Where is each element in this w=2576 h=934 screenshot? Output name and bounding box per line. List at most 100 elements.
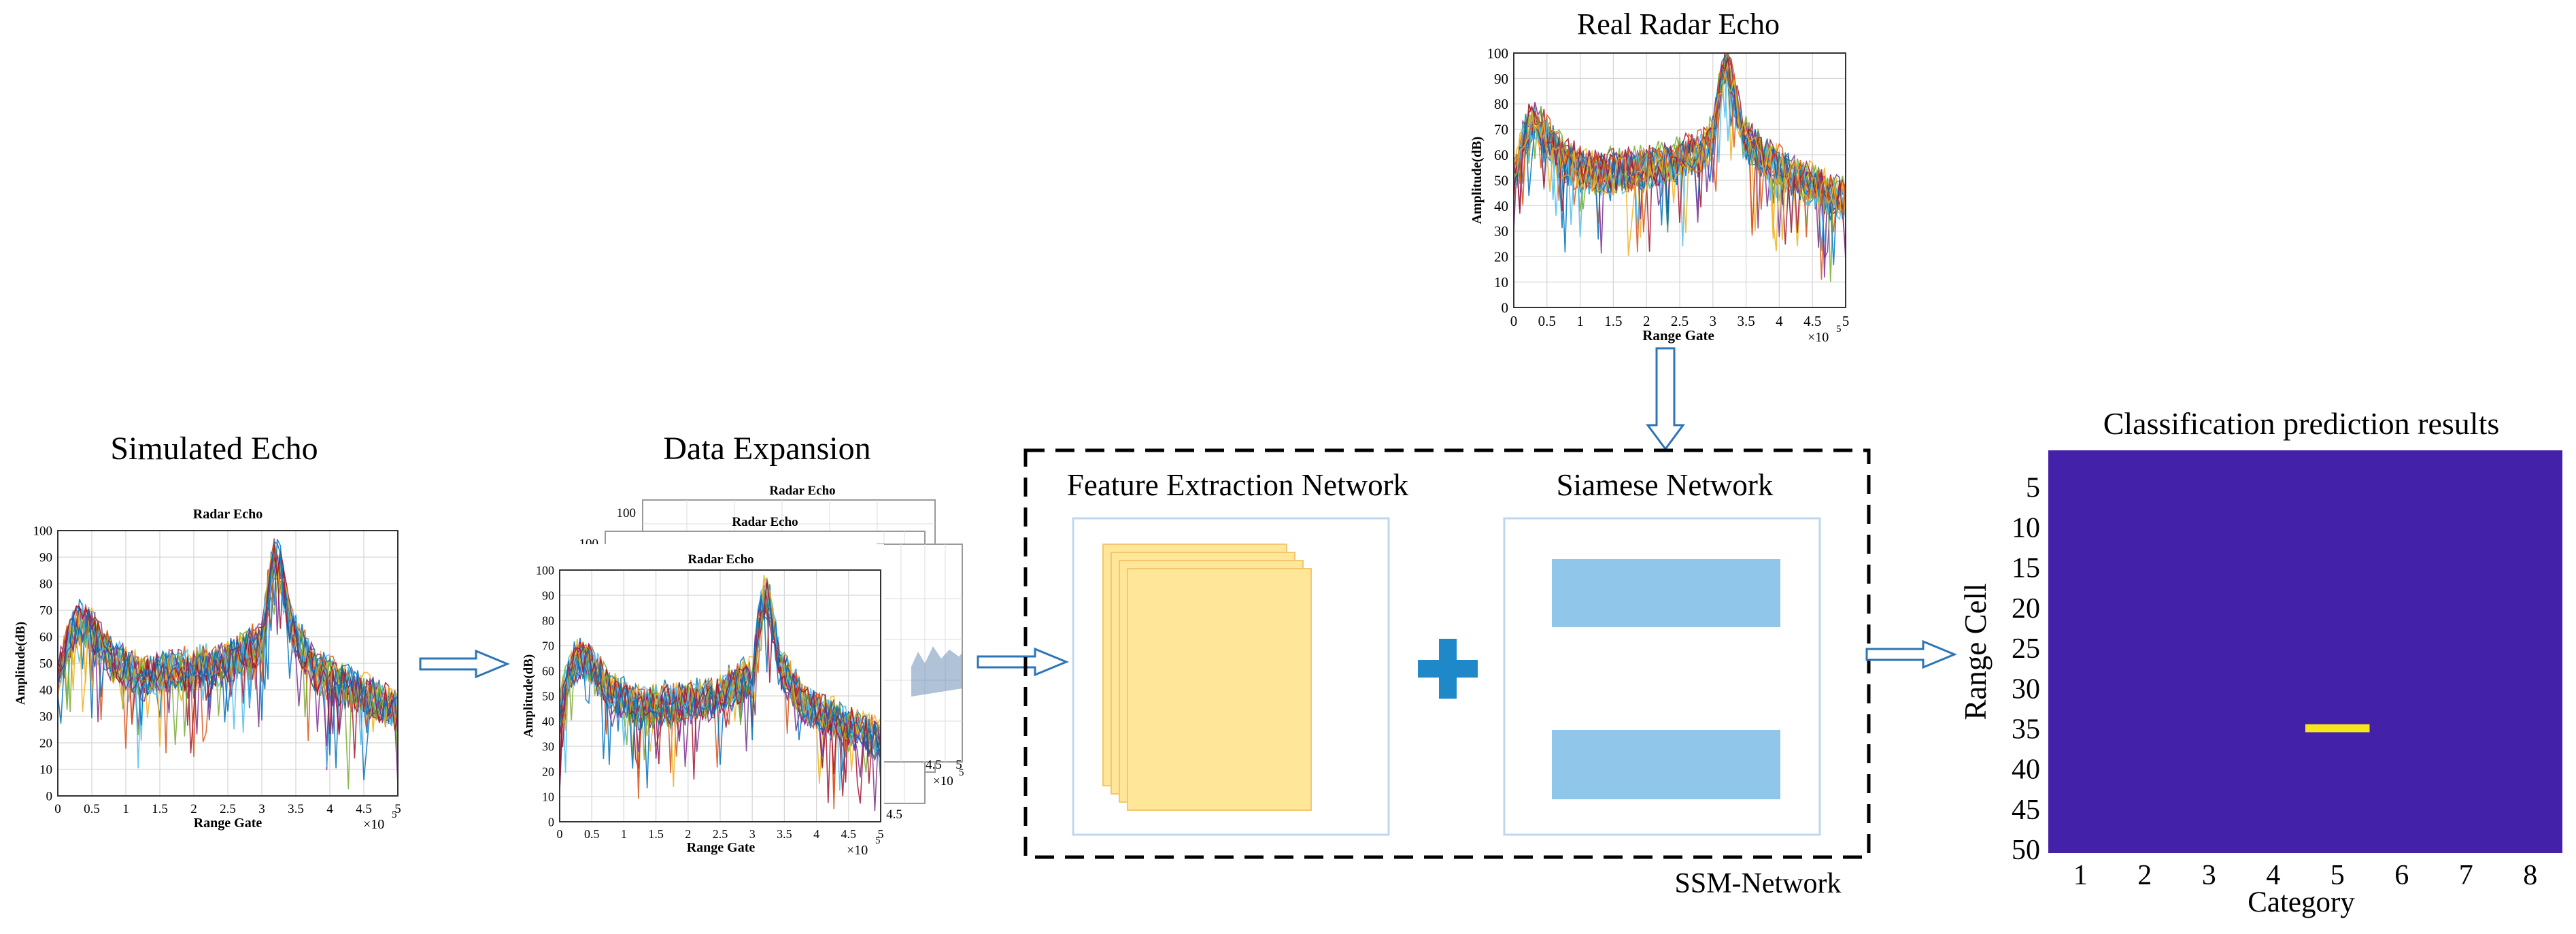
- ssm-network-name: SSM-Network: [1674, 868, 1841, 899]
- expanded-card-third-xtick: 4.5: [926, 758, 942, 772]
- expansion-exponent: ×10: [847, 843, 868, 858]
- simulated-y-tick-label: 70: [39, 604, 52, 618]
- simulated-exponent: ×10: [363, 817, 384, 832]
- feature-extraction-panel: [1072, 517, 1390, 836]
- expansion-y-tick-label: 90: [542, 588, 554, 602]
- real-y-tick-label: 10: [1494, 274, 1508, 290]
- expansion-y-tick-label: 40: [542, 714, 554, 728]
- expansion-y-ticks: 0 10 20 30 40 50 60 70 80 90 100: [536, 563, 554, 829]
- siamese-branch-lower: [1552, 730, 1780, 799]
- classification-y-label: Range Cell: [1959, 583, 1993, 720]
- simulated-echo-lines: [58, 538, 398, 790]
- simulated-y-tick-label: 30: [39, 710, 52, 724]
- expansion-y-tick-label: 80: [542, 614, 554, 627]
- expansion-y-tick-label: 20: [542, 765, 554, 778]
- expanded-card-middle-xtick: 4.5: [886, 807, 902, 822]
- ssm-network-block: Feature Extraction Network Siamese Netwo…: [1023, 448, 1871, 899]
- simulated-y-tick-label: 80: [39, 578, 52, 592]
- expanded-card-back-title: Radar Echo: [769, 484, 835, 498]
- simulated-y-tick-label: 0: [46, 790, 53, 804]
- simulated-y-tick-label: 100: [33, 524, 53, 539]
- real-x-tick-label: 0: [1510, 313, 1518, 329]
- real-y-label: Amplitude(dB): [1470, 137, 1485, 224]
- real-x-tick-label: 4.5: [1803, 313, 1821, 329]
- expansion-x-tick-label: 0.5: [584, 827, 600, 841]
- classification-results-panel: Classification prediction results 510152…: [1959, 406, 2562, 918]
- simulated-echo-line: [58, 544, 398, 754]
- classification-x-label: Category: [2248, 886, 2355, 918]
- simulated-x-tick-label: 3: [258, 802, 265, 816]
- real-x-tick-label: 5: [1842, 313, 1850, 329]
- expanded-card-third: 4.5 5 ×10 5: [877, 544, 964, 788]
- classification-y-tick-label: 20: [2012, 593, 2040, 624]
- expansion-y-label: Amplitude(dB): [522, 654, 536, 737]
- classification-x-tick-label: 7: [2459, 860, 2473, 891]
- simulated-y-tick-label: 40: [39, 684, 52, 698]
- expansion-x-tick-label: 1.5: [648, 827, 664, 841]
- simulated-x-tick-label: 2.5: [220, 802, 236, 816]
- simulated-x-tick-label: 1.5: [152, 802, 168, 816]
- classification-y-tick-label: 45: [2012, 795, 2040, 826]
- expansion-y-tick-label: 50: [542, 689, 554, 703]
- real-x-tick-label: 2: [1643, 313, 1650, 329]
- classification-y-ticks: 5 10 15 20 25 30 35 40 45 50: [2012, 472, 2040, 866]
- expansion-x-tick-label: 4.5: [841, 827, 857, 841]
- real-exponent: ×10: [1808, 330, 1829, 345]
- real-x-label: Range Gate: [1642, 327, 1714, 344]
- real-x-tick-label: 3.5: [1737, 313, 1755, 329]
- expanded-card-back-ytick: 100: [617, 506, 637, 520]
- simulated-x-tick-label: 1: [122, 802, 129, 816]
- simulated-x-tick-label: 3.5: [288, 802, 304, 816]
- classification-y-tick-label: 15: [2012, 553, 2040, 584]
- expanded-card-middle-title: Radar Echo: [732, 515, 798, 529]
- simulated-echo-line: [58, 554, 398, 747]
- siamese-network-label: Siamese Network: [1557, 468, 1774, 502]
- classification-x-tick-label: 6: [2394, 860, 2409, 891]
- classification-x-tick-label: 8: [2523, 860, 2537, 891]
- classification-y-tick-label: 5: [2026, 472, 2040, 503]
- expansion-x-tick-label: 3: [749, 827, 756, 841]
- real-x-tick-label: 2.5: [1671, 313, 1689, 329]
- data-expansion-panel: Data Expansion Radar Echo 100 Radar Echo…: [522, 431, 964, 858]
- data-expansion-title: Data Expansion: [663, 431, 870, 467]
- expansion-y-tick-label: 10: [542, 790, 554, 803]
- expansion-x-tick-label: 1: [621, 827, 627, 841]
- expansion-x-label: Range Gate: [687, 840, 756, 855]
- real-x-tick-label: 1.5: [1604, 313, 1622, 329]
- arrow-expansion-to-network: [977, 647, 1069, 677]
- siamese-branch-upper: [1552, 559, 1780, 627]
- simulated-y-label: Amplitude(dB): [14, 622, 28, 705]
- classification-x-tick-label: 1: [2073, 860, 2088, 891]
- simulated-y-tick-label: 90: [39, 551, 52, 565]
- arrow-real-to-network: [1646, 347, 1685, 451]
- expansion-echo-lines: [560, 575, 881, 812]
- real-y-tick-label: 100: [1487, 45, 1509, 61]
- real-echo-line: [1514, 73, 1846, 256]
- simulated-y-ticks: 0 10 20 30 40 50 60 70 80 90 100: [33, 524, 53, 804]
- simulated-y-tick-label: 50: [39, 657, 52, 671]
- expansion-x-tick-label: 3.5: [777, 827, 792, 841]
- expansion-x-tick-label: 0: [557, 827, 563, 841]
- expansion-echo-line: [560, 580, 881, 804]
- real-exponent-power: 5: [1836, 324, 1842, 335]
- classification-x-tick-label: 2: [2137, 860, 2152, 891]
- real-y-tick-label: 60: [1494, 147, 1508, 163]
- simulated-x-tick-label: 2: [190, 802, 197, 816]
- simulated-y-tick-label: 20: [39, 737, 52, 751]
- expansion-x-tick-label: 5: [878, 827, 884, 841]
- real-x-tick-label: 0.5: [1538, 313, 1556, 329]
- expanded-card-third-xtick-2: 5: [955, 758, 962, 772]
- real-y-tick-label: 0: [1502, 299, 1509, 316]
- real-y-tick-label: 70: [1494, 122, 1508, 138]
- real-echo-line: [1514, 68, 1846, 215]
- real-y-ticks: 0 10 20 30 40 50 60 70 80 90 100: [1487, 45, 1509, 316]
- expansion-y-tick-label: 70: [542, 639, 554, 652]
- real-x-tick-label: 4: [1776, 313, 1783, 329]
- expansion-chart-title: Radar Echo: [688, 552, 753, 567]
- expanded-card-third-exponent: ×10: [933, 774, 953, 788]
- expansion-x-ticks: 0 0.5 1 1.5 2 2.5 3 3.5 4 4.5 5: [557, 827, 884, 841]
- classification-y-tick-label: 25: [2012, 633, 2040, 665]
- classification-title: Classification prediction results: [2103, 406, 2500, 441]
- real-x-tick-label: 1: [1576, 313, 1584, 329]
